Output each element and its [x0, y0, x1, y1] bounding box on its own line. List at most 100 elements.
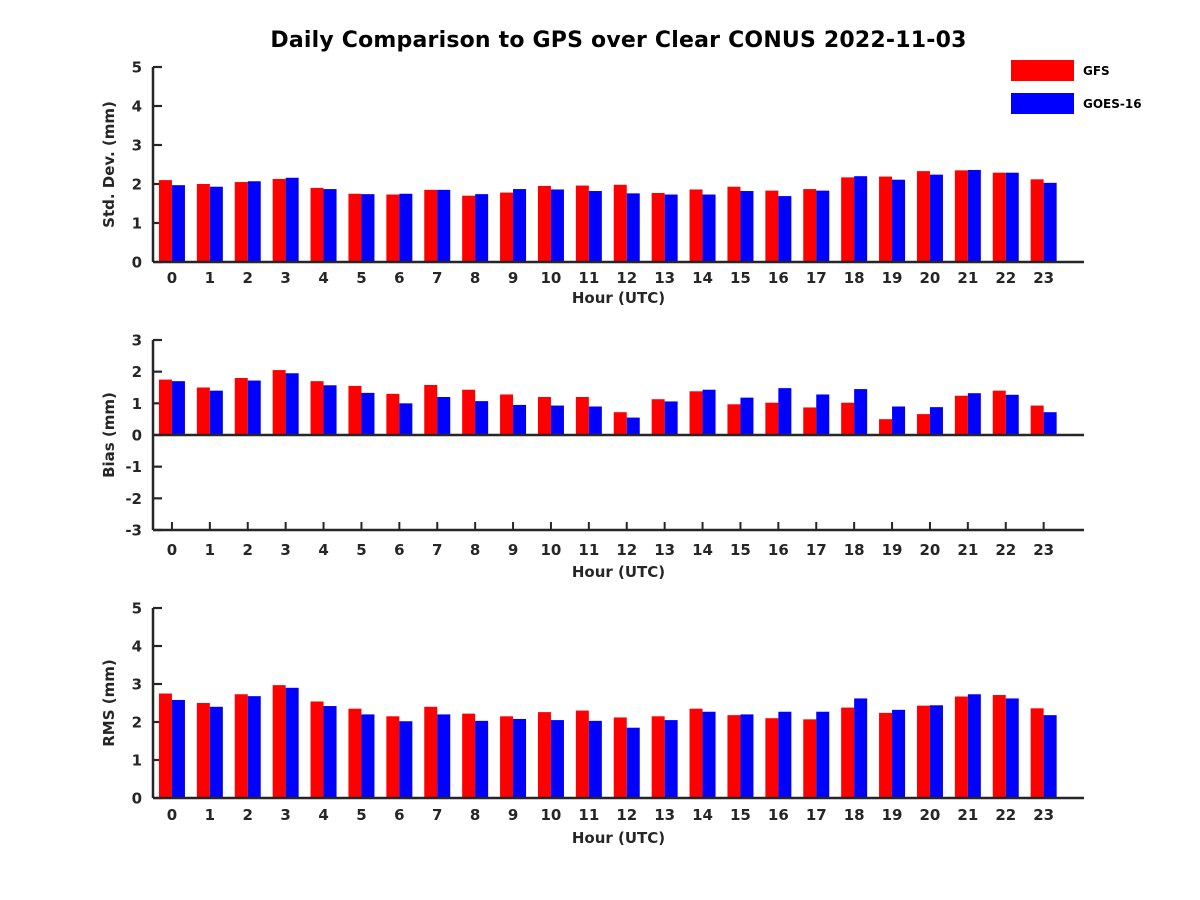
x-tick-label: 4: [318, 269, 328, 287]
bar-gfs-h16: [765, 718, 779, 798]
bar-gfs-h11: [575, 185, 589, 262]
bar-gfs-h5: [348, 708, 362, 798]
x-tick-label: 20: [920, 269, 941, 287]
bar-goes-16-h15: [740, 191, 754, 262]
x-tick-label: 17: [806, 806, 827, 824]
bar-goes-16-h10: [550, 405, 564, 435]
bar-gfs-h0: [158, 693, 172, 798]
x-tick-label: 16: [768, 541, 789, 559]
x-tick-label: 15: [730, 806, 751, 824]
bar-goes-16-h6: [399, 403, 413, 435]
x-tick-label: 22: [995, 806, 1016, 824]
bar-goes-16-h4: [323, 189, 337, 262]
bar-gfs-h17: [803, 719, 817, 798]
bar-gfs-h1: [196, 387, 210, 435]
bar-goes-16-h7: [437, 397, 451, 435]
x-tick-label: 6: [394, 541, 404, 559]
x-tick-label: 10: [541, 269, 562, 287]
legend-item-goes16: GOES-16: [1011, 93, 1142, 114]
x-tick-label: 7: [432, 806, 442, 824]
bar-goes-16-h19: [892, 179, 906, 262]
bar-goes-16-h2: [247, 380, 261, 435]
x-tick-label: 22: [995, 541, 1016, 559]
x-tick-label: 2: [243, 541, 253, 559]
bar-gfs-h3: [272, 370, 286, 435]
y-tick-label: 2: [132, 363, 142, 381]
y-axis-label: Std. Dev. (mm): [100, 101, 118, 228]
y-tick-label: 4: [132, 638, 142, 656]
y-tick-label: 1: [132, 215, 142, 233]
bar-gfs-h9: [500, 394, 514, 435]
bar-gfs-h20: [916, 414, 930, 435]
x-tick-label: 8: [470, 269, 480, 287]
x-tick-label: 1: [205, 541, 215, 559]
x-tick-label: 3: [280, 541, 290, 559]
bar-gfs-h16: [765, 402, 779, 435]
x-tick-label: 7: [432, 269, 442, 287]
bar-goes-16-h5: [361, 714, 375, 798]
bar-gfs-h0: [158, 379, 172, 435]
bar-gfs-h11: [575, 710, 589, 798]
x-tick-label: 2: [243, 269, 253, 287]
y-tick-label: 5: [132, 59, 142, 77]
x-tick-label: 11: [578, 541, 599, 559]
x-tick-label: 13: [654, 806, 675, 824]
bar-goes-16-h8: [475, 401, 489, 435]
bar-gfs-h22: [992, 695, 1006, 798]
bar-goes-16-h21: [967, 694, 981, 798]
bar-goes-16-h10: [550, 189, 564, 262]
y-axis-label: Bias (mm): [100, 392, 118, 478]
y-tick-label: -2: [125, 490, 142, 508]
bar-goes-16-h20: [929, 407, 943, 435]
bar-goes-16-h15: [740, 397, 754, 435]
x-tick-label: 16: [768, 806, 789, 824]
x-tick-label: 18: [844, 806, 865, 824]
x-tick-label: 15: [730, 541, 751, 559]
bar-goes-16-h17: [816, 190, 830, 262]
chart-title: Daily Comparison to GPS over Clear CONUS…: [270, 28, 967, 53]
bar-goes-16-h20: [929, 705, 943, 798]
x-tick-label: 7: [432, 541, 442, 559]
bar-gfs-h15: [727, 404, 741, 435]
bar-gfs-h22: [992, 390, 1006, 435]
bar-goes-16-h11: [588, 191, 602, 262]
bar-gfs-h23: [1030, 708, 1044, 798]
x-tick-label: 1: [205, 269, 215, 287]
bar-gfs-h1: [196, 184, 210, 262]
bar-gfs-h17: [803, 407, 817, 435]
legend-label-gfs: GFS: [1083, 63, 1110, 78]
x-tick-label: 20: [920, 806, 941, 824]
y-tick-label: -3: [125, 522, 142, 540]
bar-goes-16-h4: [323, 706, 337, 798]
bar-gfs-h4: [310, 381, 324, 435]
x-tick-label: 15: [730, 269, 751, 287]
y-tick-label: -1: [125, 458, 142, 476]
bar-goes-16-h3: [285, 177, 299, 262]
bar-gfs-h8: [462, 713, 476, 798]
x-axis-label: Hour (UTC): [572, 289, 665, 307]
x-tick-label: 18: [844, 269, 865, 287]
bar-goes-16-h0: [171, 699, 185, 798]
legend-item-gfs: GFS: [1011, 60, 1142, 81]
bar-gfs-h18: [841, 177, 855, 262]
bar-gfs-h14: [689, 708, 703, 798]
x-tick-label: 22: [995, 269, 1016, 287]
x-tick-label: 5: [356, 806, 366, 824]
y-tick-label: 3: [132, 676, 142, 694]
bar-goes-16-h3: [285, 373, 299, 435]
x-tick-label: 9: [508, 269, 518, 287]
bar-goes-16-h14: [702, 194, 716, 262]
x-tick-label: 19: [882, 806, 903, 824]
bar-gfs-h13: [651, 399, 665, 435]
bar-gfs-h15: [727, 715, 741, 798]
bar-goes-16-h8: [475, 194, 489, 262]
x-tick-label: 23: [1033, 269, 1054, 287]
bar-goes-16-h12: [626, 727, 640, 798]
bar-gfs-h4: [310, 187, 324, 262]
y-tick-label: 0: [132, 790, 142, 808]
bar-gfs-h11: [575, 397, 589, 435]
bar-goes-16-h16: [778, 711, 792, 798]
